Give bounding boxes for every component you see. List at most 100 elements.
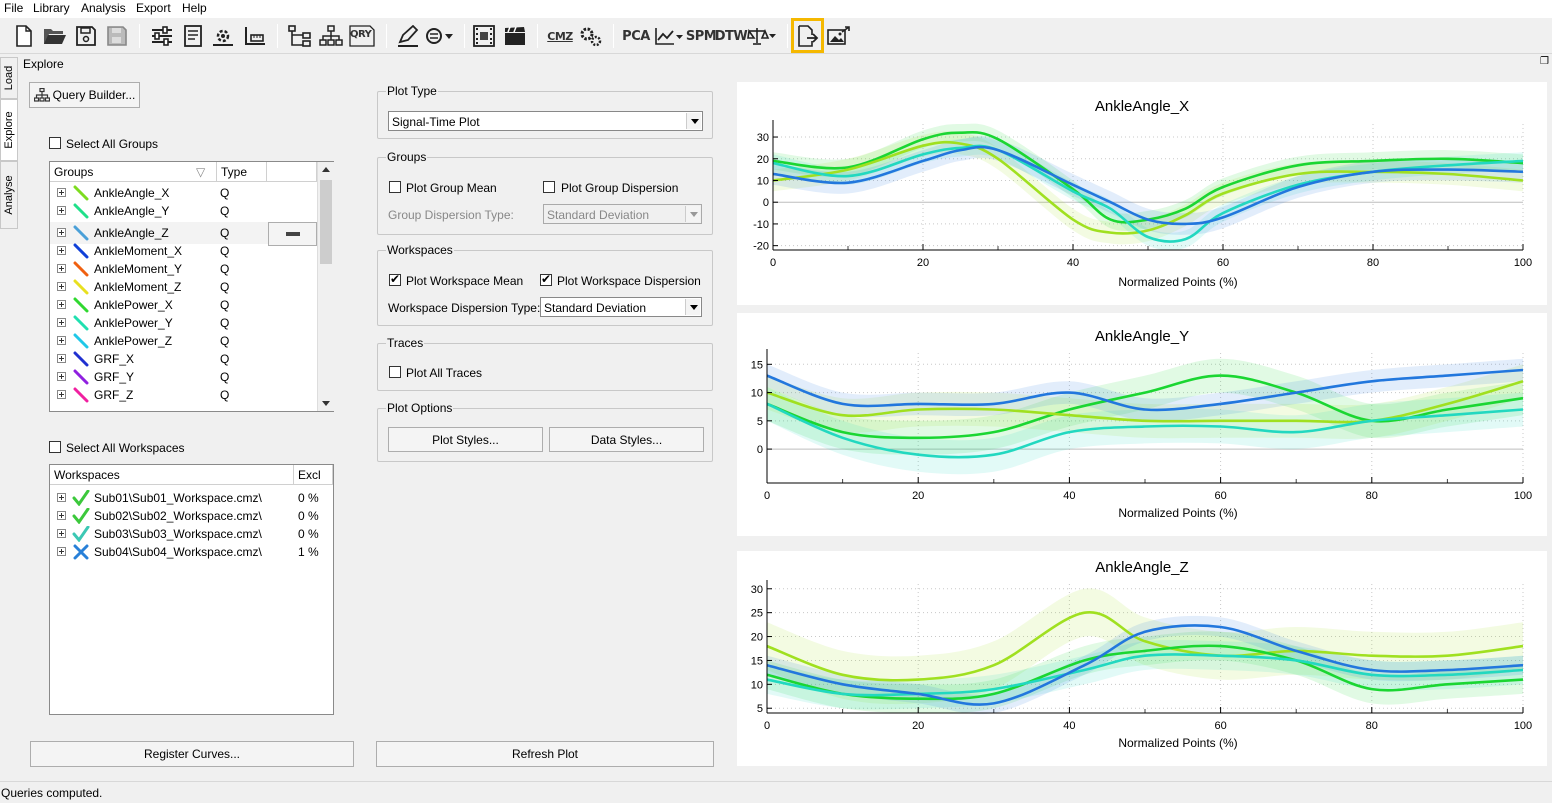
expand-icon[interactable] <box>57 246 66 255</box>
expand-icon[interactable] <box>57 300 66 309</box>
expand-icon[interactable] <box>57 228 66 237</box>
gears-icon[interactable] <box>578 24 604 48</box>
refresh-plot-button[interactable]: Refresh Plot <box>376 741 714 767</box>
plot-group-dispersion-checkbox[interactable] <box>543 181 555 193</box>
expand-icon[interactable] <box>57 206 66 215</box>
expand-icon[interactable] <box>57 264 66 273</box>
plot-type-select[interactable]: Signal-Time Plot <box>388 111 703 131</box>
panel-title: Explore <box>23 57 64 71</box>
color-swatch-icon <box>73 351 89 367</box>
plot-group-mean-checkbox[interactable] <box>389 181 401 193</box>
select-all-workspaces-checkbox[interactable] <box>49 441 61 453</box>
tab-explore[interactable]: Explore <box>0 99 18 161</box>
scale-dropdown-icon[interactable] <box>746 24 778 48</box>
line-chart-dropdown-icon[interactable] <box>653 24 685 48</box>
clapperboard-icon[interactable] <box>503 24 527 48</box>
scroll-thumb[interactable] <box>320 180 332 264</box>
workspace-row[interactable]: Sub02\Sub02_Workspace.cmz\ 0 % <box>50 507 333 525</box>
group-row[interactable]: GRF_Z Q <box>50 386 333 404</box>
select-all-groups-checkbox[interactable] <box>49 137 61 149</box>
hierarchy-icon[interactable] <box>318 24 344 48</box>
save-icon[interactable] <box>74 24 98 48</box>
restore-window-icon[interactable]: ❐ <box>1540 56 1549 67</box>
menu-library[interactable]: Library <box>33 1 70 15</box>
menu-analysis[interactable]: Analysis <box>81 1 126 15</box>
scroll-up-icon[interactable] <box>318 162 334 178</box>
workspace-row[interactable]: Sub01\Sub01_Workspace.cmz\ 0 % <box>50 489 333 507</box>
settings-sliders-icon[interactable] <box>150 24 174 48</box>
tab-analyse[interactable]: Analyse <box>0 161 18 229</box>
groups-scrollbar[interactable] <box>317 162 334 411</box>
query-button[interactable]: QRY <box>348 24 376 48</box>
color-swatch-icon <box>73 261 89 277</box>
tree-structure-icon[interactable] <box>287 24 313 48</box>
groups-column-header[interactable]: Groups ▽ <box>50 162 217 182</box>
expand-icon[interactable] <box>57 390 66 399</box>
group-row[interactable]: AnkleAngle_X Q <box>50 184 333 202</box>
cmz-button[interactable]: CMZ <box>546 24 574 48</box>
dtw-button[interactable]: DTW <box>715 24 748 48</box>
expand-icon[interactable] <box>57 282 66 291</box>
scroll-down-icon[interactable] <box>318 395 334 411</box>
group-row[interactable]: AnkleMoment_Z Q <box>50 278 333 296</box>
plot-ankleangle-z[interactable]: AnkleAngle_Z 0 20 40 60 80 100 5 10 15 20 25 30 Nor… <box>737 551 1547 766</box>
expand-icon[interactable] <box>57 318 66 327</box>
pca-button[interactable]: PCA <box>622 24 650 48</box>
plot-title: AnkleAngle_X <box>1094 98 1190 115</box>
plot-workspace-mean-checkbox[interactable] <box>389 272 401 286</box>
open-folder-icon[interactable] <box>42 24 68 48</box>
series-line <box>766 368 1524 412</box>
save-as-icon[interactable] <box>105 24 129 48</box>
export-image-icon[interactable] <box>826 24 852 48</box>
menu-file[interactable]: File <box>4 1 24 15</box>
new-file-icon[interactable] <box>12 24 36 48</box>
workspaces-column-header[interactable]: Workspaces <box>50 465 294 485</box>
tab-load[interactable]: Load <box>0 57 18 99</box>
plot-workspace-dispersion-checkbox[interactable] <box>540 272 552 286</box>
expand-icon[interactable] <box>57 188 66 197</box>
query-builder-button[interactable]: Query Builder... <box>29 82 140 108</box>
export-file-icon[interactable] <box>795 24 821 48</box>
group-row[interactable]: AnkleAngle_Z Q <box>50 222 268 244</box>
group-row[interactable]: AnklePower_X Q <box>50 296 333 314</box>
groups-tree[interactable]: Groups ▽ Type AnkleAngle_X Q AnkleAngle_Y Q A… <box>49 161 334 412</box>
expand-icon[interactable] <box>57 493 66 502</box>
filter-dropdown-icon[interactable] <box>423 24 455 48</box>
x-icon <box>73 544 89 560</box>
plot-ankleangle-x[interactable]: AnkleAngle_X 0 20 40 60 80 100 -20 -10 0 10 20 30 N… <box>737 82 1547 305</box>
film-icon[interactable] <box>472 24 496 48</box>
expand-icon[interactable] <box>57 372 66 381</box>
group-row[interactable]: GRF_X Q <box>50 350 333 368</box>
plot-all-traces-checkbox[interactable] <box>389 366 401 378</box>
ruler-icon[interactable] <box>243 24 267 48</box>
group-row[interactable]: AnklePower_Y Q <box>50 314 333 332</box>
plot-ankleangle-y[interactable]: AnkleAngle_Y 0 20 40 60 80 100 0 5 10 15 Normaliz… <box>737 313 1547 536</box>
data-styles-button[interactable]: Data Styles... <box>549 427 704 452</box>
group-row[interactable]: AnklePower_Z Q <box>50 332 333 350</box>
group-dispersion-type-select[interactable]: Standard Deviation <box>543 204 702 224</box>
expand-icon[interactable] <box>57 354 66 363</box>
remove-button[interactable] <box>268 222 317 246</box>
gear-box-icon[interactable] <box>211 24 235 48</box>
expand-icon[interactable] <box>57 529 66 538</box>
group-row[interactable]: GRF_Y Q <box>50 368 333 386</box>
spm-button[interactable]: SPM <box>686 24 717 48</box>
menu-export[interactable]: Export <box>136 1 171 15</box>
workspace-row[interactable]: Sub03\Sub03_Workspace.cmz\ 0 % <box>50 525 333 543</box>
type-column-header[interactable]: Type <box>217 162 267 182</box>
excl-column-header[interactable]: Excl <box>294 465 333 485</box>
edit-icon[interactable] <box>396 24 420 48</box>
register-curves-button[interactable]: Register Curves... <box>30 741 354 767</box>
workspaces-tree[interactable]: Workspaces Excl Sub01\Sub01_Workspace.cm… <box>49 464 334 715</box>
expand-icon[interactable] <box>57 511 66 520</box>
plot-styles-button[interactable]: Plot Styles... <box>388 427 543 452</box>
group-row[interactable]: AnkleAngle_Y Q <box>50 202 333 220</box>
expand-icon[interactable] <box>57 336 66 345</box>
group-row[interactable]: AnkleMoment_X Q <box>50 242 333 260</box>
menu-help[interactable]: Help <box>182 1 207 15</box>
report-icon[interactable] <box>181 24 205 48</box>
group-row[interactable]: AnkleMoment_Y Q <box>50 260 333 278</box>
workspace-dispersion-type-select[interactable]: Standard Deviation <box>540 297 702 317</box>
expand-icon[interactable] <box>57 547 66 556</box>
workspace-row[interactable]: Sub04\Sub04_Workspace.cmz\ 1 % <box>50 543 333 561</box>
